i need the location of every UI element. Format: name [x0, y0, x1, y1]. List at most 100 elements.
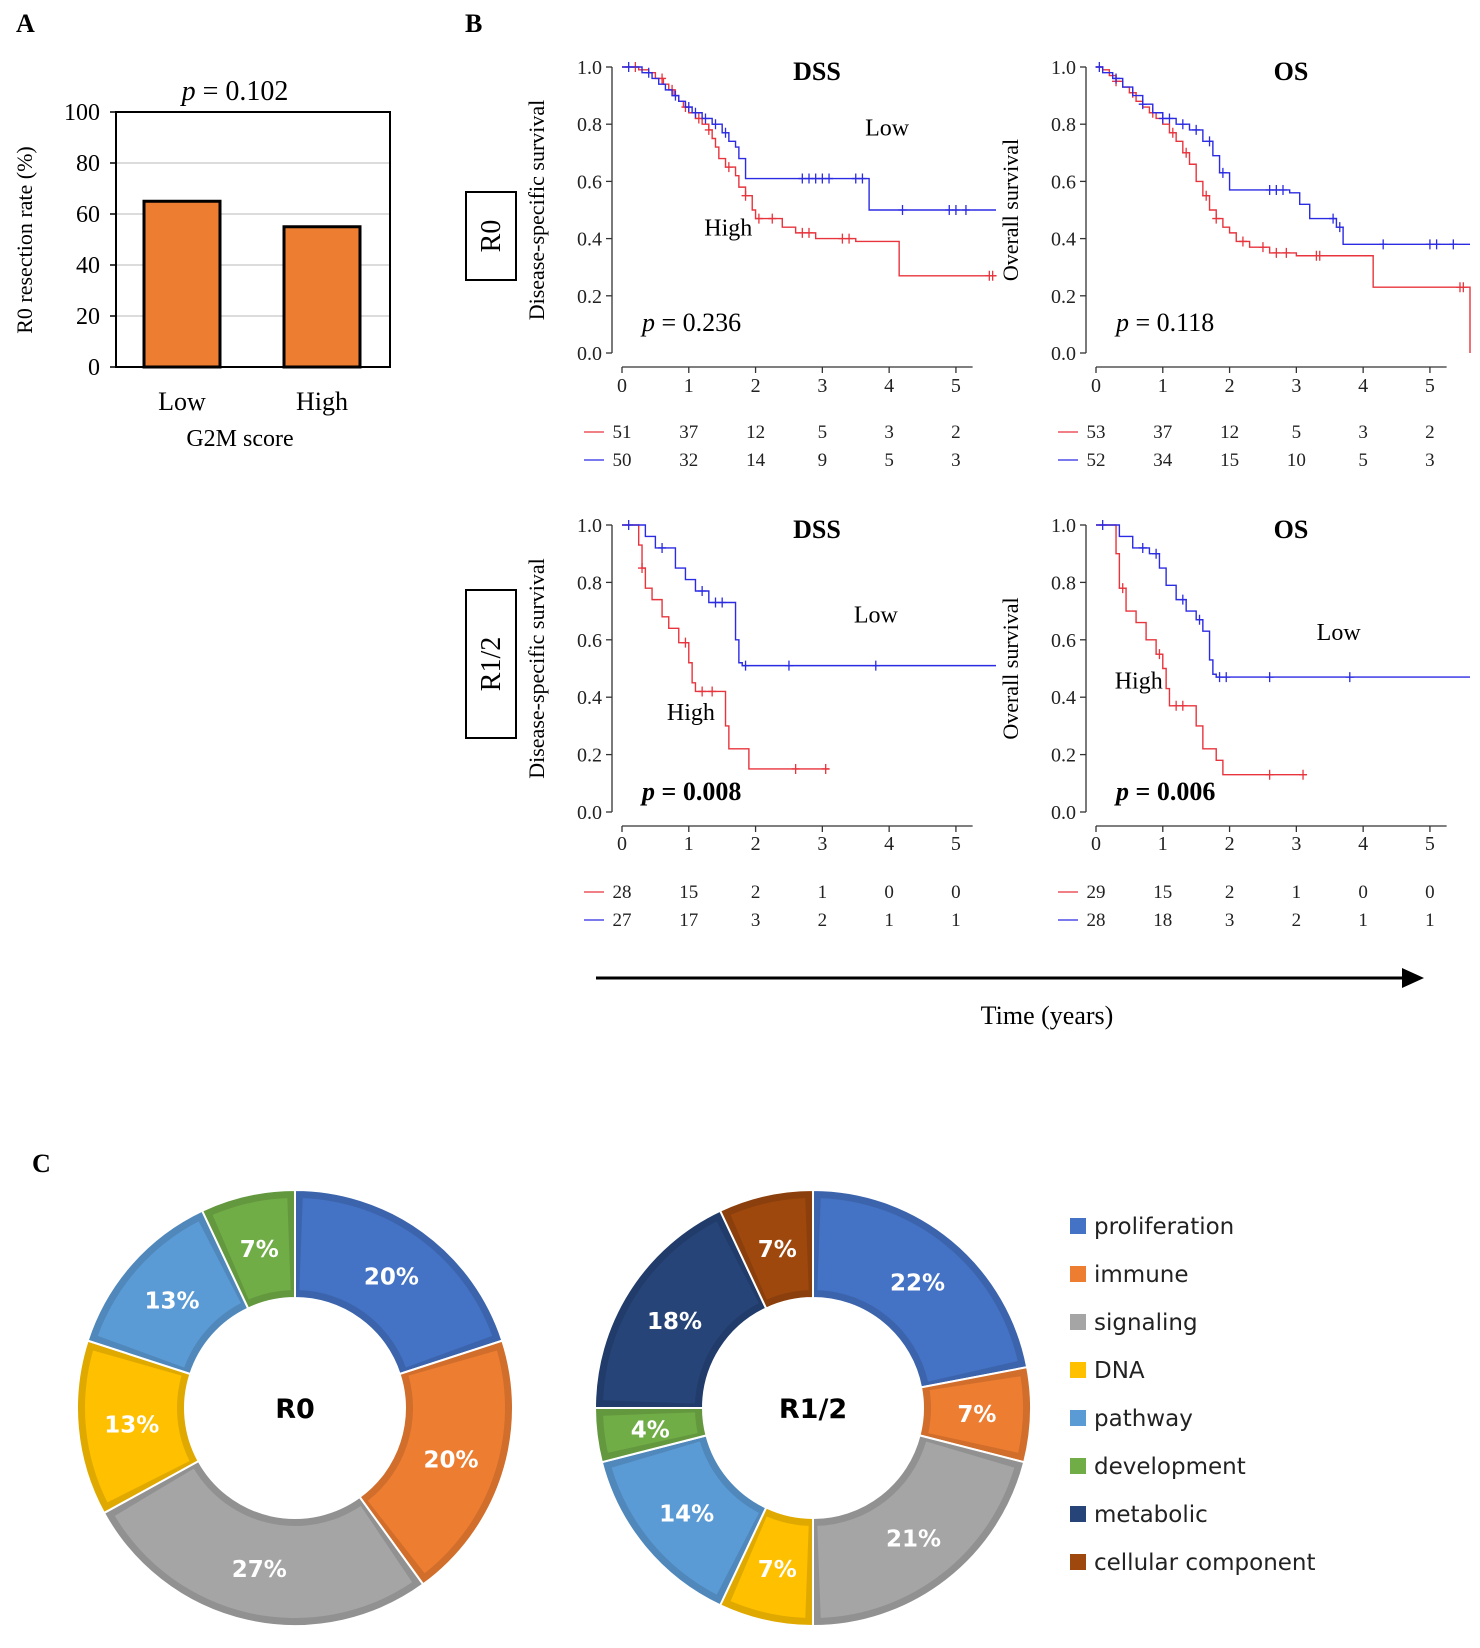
km-censor-mark: [1272, 247, 1281, 258]
km-censor-mark: [818, 173, 827, 184]
donut-slice-inner: [84, 1350, 190, 1503]
km-x-tick-label: 2: [751, 833, 761, 855]
km-x-tick-label: 5: [1425, 375, 1435, 397]
km-label-high: High: [704, 216, 752, 242]
bar-y-tick-label: 80: [76, 151, 100, 177]
row-label-r12-box: R1/2: [465, 589, 517, 739]
km-censor-mark: [624, 62, 633, 72]
km-y-axis-label: Disease-specific survival: [524, 100, 549, 321]
km-x-tick-label: 1: [684, 833, 694, 855]
km-curve-high: [1096, 524, 1307, 776]
km-y-tick-label: 0.6: [1051, 630, 1076, 652]
km-risk-count: 2: [1292, 910, 1302, 931]
km-censor-mark: [845, 233, 854, 244]
km-censor-mark: [1258, 242, 1267, 253]
bar-y-tick-label: 40: [76, 253, 100, 279]
bar-high: [282, 225, 362, 369]
donut-slice-label: 13%: [104, 1412, 159, 1438]
km-y-tick-label: 0.6: [577, 630, 602, 652]
km-risk-count: 27: [613, 910, 632, 931]
km-censor-mark: [825, 173, 834, 184]
km-censor-mark: [1432, 239, 1441, 250]
km-risk-count: 0: [951, 882, 961, 903]
legend-item-metabolic: metabolic: [1070, 1502, 1208, 1528]
km-censor-mark: [768, 213, 777, 224]
donut-slice-inner: [611, 1441, 759, 1595]
km-y-tick-label: 0.8: [577, 114, 602, 136]
donut-slice-label: 22%: [890, 1271, 945, 1297]
km-censor-mark: [1178, 119, 1187, 130]
km-censor-mark: [708, 686, 717, 697]
km-risk-count: 37: [1153, 422, 1172, 443]
km-censor-mark: [1222, 672, 1231, 683]
km-x-tick-label: 3: [817, 833, 827, 855]
legend-item-development: development: [1070, 1454, 1246, 1480]
km-censor-mark: [1265, 672, 1274, 683]
km-risk-count: 50: [613, 450, 632, 471]
km-x-tick-label: 2: [751, 375, 761, 397]
donut-donut_r12: 22% 7% 21% 7% 14% 4% 18% 7% R1/2: [593, 1188, 1032, 1628]
km-y-tick-label: 0.0: [577, 802, 602, 824]
legend-swatch: [1070, 1410, 1086, 1426]
km-y-tick-label: 0.0: [1051, 802, 1076, 824]
km-title: DSS: [793, 57, 841, 86]
donut-slice-inner: [212, 1198, 291, 1300]
km-censor-mark: [711, 597, 720, 608]
km-p-value: p = 0.236: [640, 308, 741, 337]
km-label-high: High: [1115, 669, 1163, 695]
km-p-number: = 0.236: [655, 308, 741, 337]
bar-y-tick-label: 60: [76, 202, 100, 228]
km-censor-mark: [704, 124, 713, 135]
km-censor-mark: [811, 173, 820, 184]
legend-item-signaling: signaling: [1070, 1310, 1198, 1336]
donut-slice-proliferation: 22%: [812, 1188, 1029, 1389]
donut-center-label: R1/2: [779, 1394, 847, 1425]
km-risk-count: 3: [1358, 422, 1368, 443]
donut-slice-label: 27%: [232, 1557, 287, 1583]
km-title: DSS: [793, 515, 841, 544]
donut-slice-inner: [603, 1221, 759, 1404]
km-risk-count: 5: [1292, 422, 1302, 443]
bar-x-ticks: Low High: [158, 387, 348, 416]
km-risk-count: 3: [951, 450, 961, 471]
km-censor-mark: [624, 520, 633, 530]
donut-slice-label: 7%: [240, 1237, 279, 1263]
km-y-tick-label: 0.8: [1051, 572, 1076, 594]
km-x-tick-label: 4: [884, 833, 894, 855]
km-censor-mark: [1218, 167, 1227, 178]
km-risk-count: 17: [679, 910, 698, 931]
donut-slice-cellular_component: 7%: [718, 1188, 814, 1310]
km-censor-mark: [1299, 769, 1308, 780]
row-label-r12-frame: [465, 589, 517, 739]
km-p-symbol: p: [1114, 308, 1129, 337]
km-x-tick-label: 0: [617, 833, 627, 855]
km-risk-count: 1: [818, 882, 828, 903]
km-censor-mark: [644, 67, 653, 78]
km-label-low: Low: [865, 116, 910, 142]
bar-chart-r0-resection: p = 0.102 0 20 40 60 80 100 Low High G2M score…: [12, 76, 391, 452]
km-risk-count: 53: [1087, 422, 1106, 443]
km-p-symbol: p: [640, 308, 655, 337]
legend-label: proliferation: [1094, 1214, 1234, 1240]
km-y-tick-label: 0.2: [577, 286, 602, 308]
row-label-r0: R0: [476, 220, 507, 253]
donut-slice-inner: [817, 1441, 1015, 1618]
km-censor-mark: [1165, 113, 1174, 124]
km-p-symbol: p: [640, 777, 655, 806]
km-y-axis-label: Disease-specific survival: [524, 558, 549, 779]
km-risk-count: 2: [751, 882, 761, 903]
time-arrow-head: [1402, 968, 1424, 988]
km-censor-mark: [871, 660, 880, 671]
km-p-value: p = 0.008: [640, 777, 741, 806]
km-censor-mark: [1158, 113, 1167, 124]
km-risk-count: 9: [818, 450, 828, 471]
km-x-tick-label: 0: [617, 375, 627, 397]
bar-y-ticks: 0 20 40 60 80 100: [64, 100, 116, 381]
km-censor-mark: [1192, 124, 1201, 135]
km-curve-low: [1096, 66, 1470, 246]
donut-slice-inner: [603, 1412, 698, 1453]
km-curve-low: [1096, 524, 1470, 678]
km-x-tick-label: 1: [1158, 833, 1168, 855]
donut-slice-inner: [97, 1221, 241, 1368]
